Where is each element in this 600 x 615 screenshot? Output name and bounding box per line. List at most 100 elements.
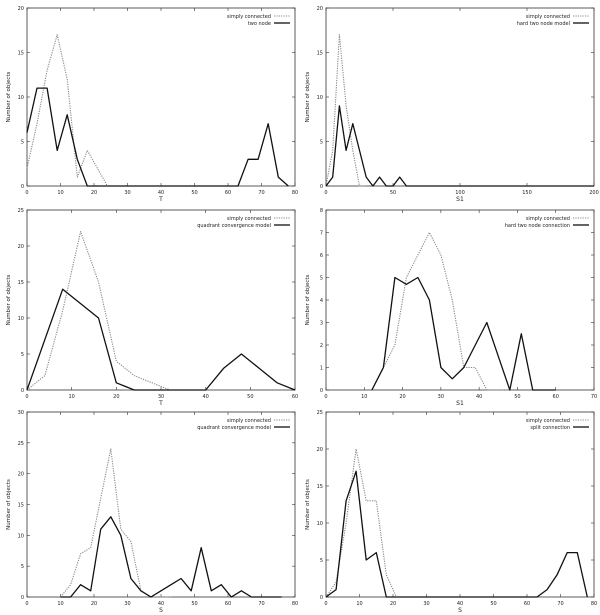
y-tick-label: 7: [320, 231, 323, 237]
y-axis-label: Number of objects: [305, 275, 311, 326]
y-tick-label: 5: [21, 352, 24, 358]
x-tick-label: 20: [113, 394, 119, 400]
x-tick-label: 60: [553, 394, 559, 400]
x-tick-label: 40: [202, 394, 208, 400]
x-tick-label: 50: [490, 601, 496, 607]
series-line-1: [325, 448, 417, 598]
x-tick-label: 100: [455, 190, 465, 196]
y-tick-label: 10: [18, 316, 24, 322]
legend-label: simply connected: [227, 216, 271, 222]
x-tick-label: 30: [124, 601, 130, 607]
plot-frame: [26, 209, 296, 391]
chart-panel-5: 0 10 20 30 40 50 60 70 80 0 5 10 15 20 25 30 S Number of …: [6, 410, 298, 614]
x-tick-label: 50: [514, 394, 520, 400]
x-tick-label: 60: [524, 601, 530, 607]
y-tick-label: 1: [320, 366, 323, 372]
y-tick-label: 15: [18, 51, 24, 57]
x-tick-label: 10: [57, 601, 63, 607]
x-tick-label: 50: [247, 394, 253, 400]
legend-label: simply connected: [227, 418, 271, 424]
x-tick-label: 80: [292, 601, 298, 607]
y-axis-label: Number of objects: [6, 479, 12, 530]
legend-label: two node: [248, 21, 271, 27]
x-axis-label: S1: [456, 196, 464, 203]
y-tick-label: 25: [18, 208, 24, 214]
x-axis-label: S: [159, 607, 163, 614]
y-tick-label: 25: [317, 410, 323, 416]
plot-frame: [325, 7, 595, 187]
y-tick-label: 10: [317, 95, 323, 101]
y-tick-label: 5: [320, 558, 323, 564]
x-axis-label: T: [158, 400, 163, 407]
y-tick-label: 10: [18, 95, 24, 101]
x-tick-label: 0: [324, 190, 327, 196]
x-axis-label: T: [158, 196, 163, 203]
legend-label: quadrant convergence model: [197, 425, 271, 431]
y-tick-label: 5: [21, 140, 24, 146]
x-tick-label: 10: [57, 190, 63, 196]
y-tick-label: 0: [21, 184, 24, 190]
series-line-2: [325, 470, 588, 598]
chart-panel-3: 0 10 20 30 40 50 60 0 5 10 15 20 25 T Number of object…: [6, 208, 298, 407]
x-tick-label: 30: [423, 601, 429, 607]
legend-label: simply connected: [526, 418, 570, 424]
x-tick-label: 70: [557, 601, 563, 607]
y-axis-label: Number of objects: [305, 72, 311, 123]
y-tick-label: 5: [320, 140, 323, 146]
x-tick-label: 30: [124, 190, 130, 196]
y-tick-label: 20: [18, 244, 24, 250]
y-axis-label: Number of objects: [6, 72, 12, 123]
legend-label: simply connected: [526, 14, 570, 20]
y-tick-label: 15: [18, 280, 24, 286]
series-line-1: [371, 231, 510, 391]
series-line-2: [60, 516, 282, 598]
legend-label: split connection: [530, 425, 570, 431]
chart-panel-6: 0 10 20 30 40 50 60 70 80 0 5 10 15 20 25 S Number of ob…: [305, 410, 597, 614]
x-tick-label: 50: [191, 190, 197, 196]
y-tick-label: 0: [21, 388, 24, 394]
x-tick-label: 80: [591, 601, 597, 607]
y-tick-label: 0: [320, 388, 323, 394]
y-tick-label: 10: [317, 521, 323, 527]
x-tick-label: 0: [324, 601, 327, 607]
x-tick-label: 60: [225, 190, 231, 196]
series-line-1: [60, 448, 171, 598]
y-tick-label: 20: [317, 6, 323, 12]
chart-panel-4: 0 10 20 30 40 50 60 70 0 1 2 3 4 5 6 7 8 S1 Number of obje…: [305, 208, 597, 407]
y-tick-label: 15: [317, 484, 323, 490]
series-line-1: [26, 34, 128, 187]
x-tick-label: 40: [457, 601, 463, 607]
x-tick-label: 70: [258, 601, 264, 607]
y-tick-label: 5: [21, 564, 24, 570]
series-line-1: [325, 34, 367, 187]
legend-label: hard two node model: [517, 21, 570, 27]
y-axis-label: Number of objects: [305, 479, 311, 530]
x-tick-label: 10: [356, 601, 362, 607]
x-tick-label: 70: [591, 394, 597, 400]
y-tick-label: 0: [21, 595, 24, 601]
plot-frame: [325, 411, 595, 598]
y-tick-label: 15: [18, 503, 24, 509]
y-tick-label: 4: [320, 298, 323, 304]
x-tick-label: 20: [399, 394, 405, 400]
x-tick-label: 0: [25, 394, 28, 400]
legend-label: quadrant convergence model: [197, 223, 271, 229]
legend-label: hard two node connection: [505, 223, 570, 229]
y-tick-label: 10: [18, 533, 24, 539]
legend-label: simply connected: [526, 216, 570, 222]
y-tick-label: 5: [320, 276, 323, 282]
plot-frame: [325, 209, 595, 391]
x-tick-label: 20: [91, 601, 97, 607]
x-tick-label: 200: [589, 190, 599, 196]
y-tick-label: 20: [317, 447, 323, 453]
series-line-2: [26, 87, 289, 187]
x-tick-label: 40: [476, 394, 482, 400]
x-tick-label: 60: [225, 601, 231, 607]
plot-frame: [26, 411, 296, 598]
x-tick-label: 50: [191, 601, 197, 607]
y-tick-label: 0: [320, 184, 323, 190]
y-tick-label: 3: [320, 321, 323, 327]
chart-panel-2: 0 50 100 150 200 0 5 10 15 20 S1 Number of objects s…: [305, 6, 599, 203]
series-line-2: [371, 276, 556, 391]
